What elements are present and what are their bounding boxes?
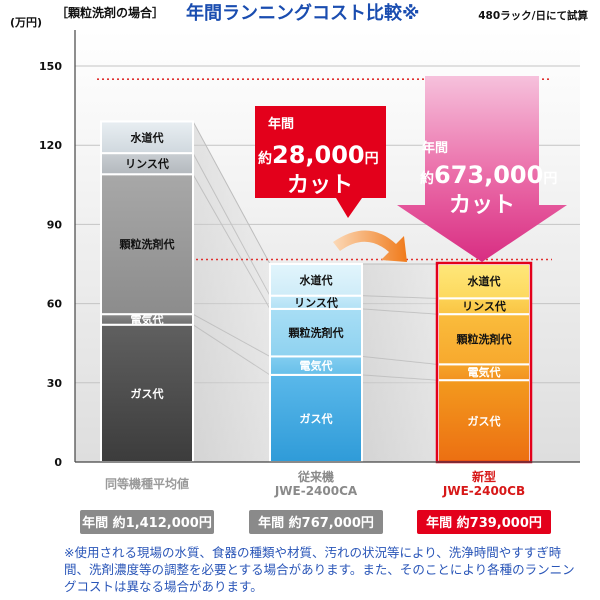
connector-band [362, 264, 438, 299]
bar-segment [269, 307, 363, 358]
segment-label: 水道代 [131, 130, 164, 144]
bar-segment [269, 373, 363, 464]
connector-band [362, 374, 438, 462]
y-tick-label: 60 [47, 298, 63, 311]
connector-band [362, 295, 438, 315]
category-label: JWE-2400CB [442, 484, 525, 498]
condition-label: ［顆粒洗剤の場合］ [56, 5, 164, 20]
y-tick-label: 120 [39, 139, 62, 152]
bar-segment [100, 120, 194, 155]
category-label: 新型 [472, 469, 496, 484]
segment-connectors [192, 121, 439, 462]
segment-label: リンス代 [462, 299, 506, 313]
y-tick-label: 90 [47, 218, 63, 231]
connector-band [193, 324, 270, 462]
callout1-amount-line: 約28,000円 [258, 141, 379, 169]
annotation-28000-cut: 年間 約28,000円 カット [255, 106, 386, 218]
connector-line [192, 121, 271, 265]
connector-band [193, 121, 270, 296]
calc-note: 480ラック/日にて試算 [478, 9, 588, 22]
callout1-cut: カット [287, 173, 353, 198]
segment-label: ガス代 [300, 411, 333, 425]
total-label: 年間 約1,412,000円 [82, 515, 212, 531]
y-tick-label: 30 [47, 377, 63, 390]
segment-label: 顆粒洗剤代 [289, 326, 344, 340]
y-axis: 0 30 60 90 120 150 [39, 30, 580, 469]
connector-band [193, 153, 270, 309]
category-label: JWE-2400CA [274, 484, 358, 498]
connector-band [362, 356, 438, 381]
connector-band [362, 308, 438, 365]
callout2-prefix: 約 [420, 170, 434, 187]
bar-segment [269, 263, 363, 297]
bar-segment [437, 313, 531, 366]
category-label: 同等機種平均値 [105, 476, 189, 491]
segment-label: リンス代 [294, 295, 338, 309]
y-tick-label: 150 [39, 60, 62, 73]
reference-lines [97, 78, 552, 261]
total-label: 年間 約739,000円 [426, 515, 542, 531]
pink-arrow-shape [397, 76, 567, 262]
orange-arrow-body [333, 230, 407, 262]
total-badge [80, 510, 214, 534]
callout2-unit: 円 [543, 171, 557, 187]
callout2-cut: カット [449, 193, 515, 218]
callout2-amount: 673,000 [434, 161, 543, 189]
bars: ガス代電気代顆粒洗剤代リンス代水道代ガス代電気代顆粒洗剤代リンス代水道代ガス代電… [100, 120, 533, 464]
segment-label: ガス代 [131, 386, 164, 400]
segment-label: ガス代 [468, 414, 501, 428]
bar-segment [100, 323, 194, 463]
chart-title: 年間ランニングコスト比較※ [186, 2, 420, 24]
callout1-unit: 円 [365, 151, 379, 167]
connector-band [193, 314, 270, 375]
segment-label: リンス代 [125, 157, 169, 171]
callout2-amount-line: 約673,000円 [420, 161, 557, 189]
segment-label: 電気代 [468, 365, 501, 379]
total-label: 年間 約767,000円 [258, 515, 374, 531]
segment-label: 水道代 [468, 274, 501, 288]
callout1-year: 年間 [268, 116, 294, 132]
segment-label: 水道代 [300, 273, 333, 287]
segment-label: 顆粒洗剤代 [457, 332, 512, 346]
total-badge [417, 510, 551, 534]
footnote: ※使用される現場の水質、食器の種類や材質、汚れの状況等により、洗浄時間やすすぎ時… [64, 545, 575, 594]
y-tick-label: 0 [54, 456, 62, 469]
transition-arrow [333, 230, 407, 262]
red-callout-shape [255, 106, 386, 218]
callout2-year: 年間 [422, 140, 448, 156]
total-badge [249, 510, 383, 534]
annotation-673000-cut: 年間 約673,000円 カット [397, 76, 567, 262]
segment-label: 顆粒洗剤代 [120, 237, 175, 251]
callout1-amount: 28,000 [272, 141, 365, 169]
segment-label: 電気代 [131, 312, 164, 326]
callout1-prefix: 約 [258, 150, 272, 167]
category-label: 従来機 [297, 469, 334, 484]
connector-band [193, 174, 270, 357]
y-axis-unit: (万円) [10, 16, 42, 29]
segment-label: 電気代 [300, 359, 333, 373]
